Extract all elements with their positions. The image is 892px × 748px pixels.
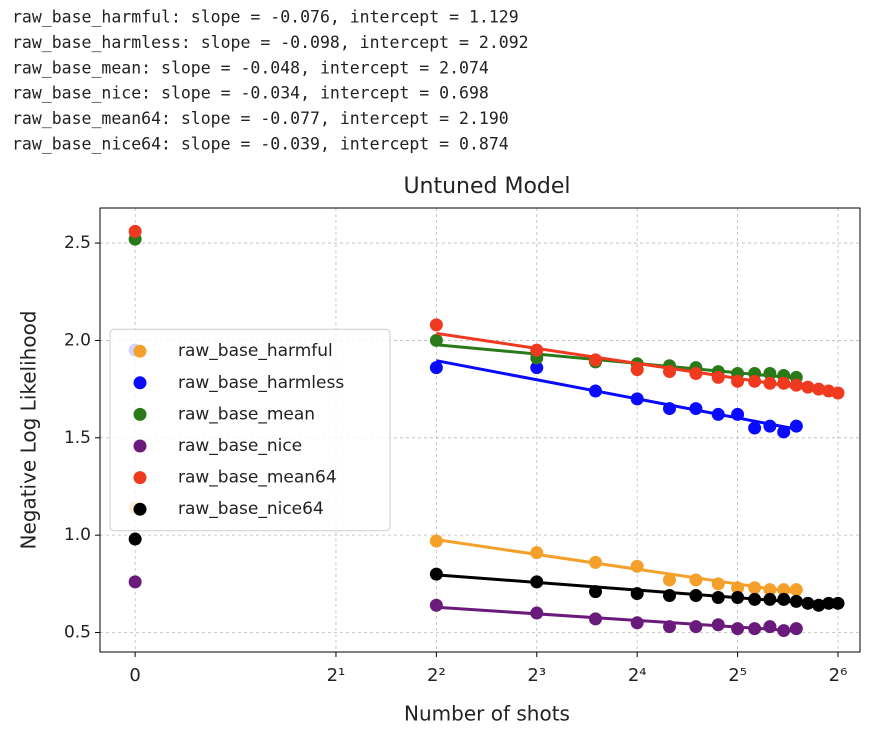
chart-title: Untuned Model: [403, 174, 570, 199]
legend-label: raw_base_harmful: [178, 341, 333, 361]
legend-marker: [133, 407, 147, 421]
legend-box: [109, 328, 391, 532]
y-axis-label: Negative Log Likelihood: [17, 310, 41, 549]
legend-marker: [133, 439, 147, 453]
plot-frame: [99, 207, 861, 653]
point: [128, 532, 142, 546]
fit-line: [436, 359, 797, 431]
output-line: raw_base_mean: slope = -0.048, intercept…: [12, 58, 489, 77]
x-tick-label: 2⁴: [628, 665, 647, 686]
x-tick-label: 2³: [527, 665, 546, 686]
point: [128, 224, 142, 238]
point: [530, 361, 544, 375]
y-tick-label: 1.5: [64, 428, 91, 448]
point: [748, 421, 762, 435]
x-tick-label: 2¹: [327, 665, 346, 686]
point: [789, 583, 803, 597]
output-text: raw_base_harmful: slope = -0.076, interc…: [12, 8, 529, 154]
point: [831, 596, 845, 610]
point: [663, 573, 677, 587]
point: [789, 419, 803, 433]
legend-marker: [133, 502, 147, 516]
x-tick-label: 2²: [427, 665, 446, 686]
point: [429, 361, 443, 375]
point: [689, 620, 703, 634]
legend-marker: [133, 376, 147, 390]
point: [128, 575, 142, 589]
x-tick-label: 2⁶: [829, 665, 848, 686]
x-tick-label: 0: [129, 665, 140, 686]
y-tick-label: 1.0: [64, 525, 91, 545]
y-tick-label: 2.0: [64, 330, 91, 350]
legend-label: raw_base_nice64: [178, 499, 324, 519]
output-line: raw_base_nice: slope = -0.034, intercept…: [12, 84, 489, 103]
fit-line: [436, 331, 839, 395]
fit-line: [436, 573, 839, 607]
point: [429, 598, 443, 612]
y-tick-label: 2.5: [64, 233, 91, 253]
legend-marker: [133, 344, 147, 358]
point: [429, 318, 443, 332]
output-line: raw_base_mean64: slope = -0.077, interce…: [12, 109, 509, 128]
output-line: raw_base_harmless: slope = -0.098, inter…: [12, 33, 529, 52]
fit-line: [436, 605, 797, 633]
point: [429, 567, 443, 581]
x-axis-label: Number of shots: [404, 702, 570, 726]
output-line: raw_base_nice64: slope = -0.039, interce…: [12, 135, 509, 154]
x-tick-label: 2⁵: [728, 665, 747, 686]
point: [630, 616, 644, 630]
point: [789, 622, 803, 636]
point: [763, 620, 777, 634]
legend-label: raw_base_harmless: [178, 373, 344, 393]
legend-label: raw_base_mean: [178, 404, 315, 424]
output-line: raw_base_harmful: slope = -0.076, interc…: [12, 8, 519, 27]
point: [630, 363, 644, 377]
y-tick-label: 0.5: [64, 623, 91, 643]
fit-line: [436, 538, 797, 595]
legend-label: raw_base_nice: [178, 436, 302, 456]
legend-marker: [133, 471, 147, 485]
legend-label: raw_base_mean64: [178, 468, 337, 488]
